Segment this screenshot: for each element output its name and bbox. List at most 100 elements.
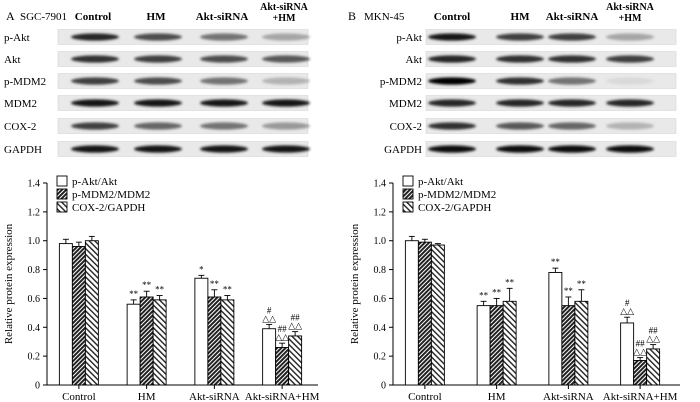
bar [620, 322, 635, 386]
significance-mark: ## [636, 339, 646, 349]
blot-band [496, 77, 544, 85]
blot-band [134, 122, 182, 130]
bar-chart-b: 0 0.2 0.4 0.6 0.8 1.0 1.2 1.4 Relative protein e… [349, 175, 680, 402]
blot-panel-b: B MKN-45 Control HM Akt-siRNAAkt-siRNA+HMp-A… [348, 2, 677, 157]
y-tick-label: 1.0 [374, 236, 387, 247]
blot-band [262, 122, 310, 130]
column-label: HM [147, 11, 167, 23]
significance-mark: △△ [633, 347, 647, 357]
significance-mark: ## [278, 324, 288, 334]
blot-row-label: p-MDM2 [380, 76, 422, 88]
blot-row-label: Akt [4, 54, 21, 66]
blot-band [200, 122, 248, 130]
blot-band [262, 145, 310, 153]
y-tick-label: 0 [381, 381, 386, 392]
column-label: +HM [273, 13, 296, 24]
blot-band [606, 55, 654, 63]
blot-band [262, 55, 310, 63]
column-label: Akt-siRNA [260, 2, 309, 13]
y-tick-label: 1.0 [28, 236, 41, 247]
blot-band [134, 55, 182, 63]
legend-swatch [402, 188, 414, 200]
bar [220, 299, 235, 386]
cell-line-label: MKN-45 [364, 11, 405, 23]
blot-band [496, 145, 544, 153]
blot-band [71, 55, 119, 63]
column-label: Akt-siRNA [196, 11, 249, 23]
y-tick-label: 1.2 [374, 207, 387, 218]
significance-mark: ** [210, 279, 220, 289]
legend-swatch [56, 175, 68, 187]
y-axis-label: Relative protein expression [349, 223, 361, 344]
bar [58, 243, 73, 386]
blot-band [71, 99, 119, 107]
y-axis-label: Relative protein expression [3, 223, 15, 344]
blot-band [200, 99, 248, 107]
legend-label: COX-2/GAPDH [72, 202, 145, 214]
y-tick-label: 0.6 [28, 294, 41, 305]
blot-band [496, 99, 544, 107]
bar [288, 335, 303, 386]
blot-band [548, 145, 596, 153]
significance-mark: ** [223, 285, 233, 295]
significance-mark: △△ [620, 306, 634, 316]
blot-band [606, 33, 654, 41]
blot-band [428, 122, 476, 130]
blot-band [134, 33, 182, 41]
blot-band [496, 122, 544, 130]
y-tick-label: 0 [35, 381, 40, 392]
blot-band [71, 145, 119, 153]
y-tick-label: 1.4 [374, 179, 387, 190]
blot-band [71, 122, 119, 130]
legend-swatch [402, 175, 414, 187]
y-tick-label: 0.8 [374, 265, 387, 276]
legend-label: p-Akt/Akt [418, 176, 463, 188]
blot-band [606, 145, 654, 153]
blot-row-label: COX-2 [4, 121, 36, 133]
blot-band [200, 145, 248, 153]
blot-band [262, 77, 310, 85]
bar [561, 305, 576, 386]
blot-band [262, 33, 310, 41]
bar [126, 303, 141, 386]
column-label: Akt-siRNA [606, 2, 655, 13]
blot-band [548, 77, 596, 85]
bar [404, 240, 419, 386]
bar [71, 246, 86, 386]
legend-label: COX-2/GAPDH [418, 202, 491, 214]
bar [152, 299, 167, 386]
western-blot-panels: A SGC-7901 Control HM Akt-siRNAAkt-siRNA+HMp… [4, 2, 677, 157]
blot-row-label: p-Akt [396, 32, 422, 44]
bar [502, 300, 517, 386]
blot-band [200, 33, 248, 41]
blot-band [200, 77, 248, 85]
blot-row-label: p-Akt [4, 32, 30, 44]
bar [633, 360, 648, 386]
legend-swatch [56, 201, 68, 213]
blot-band [428, 145, 476, 153]
bar [646, 348, 661, 386]
blot-panel-a: A SGC-7901 Control HM Akt-siRNAAkt-siRNA+HMp… [4, 2, 310, 157]
column-label: Akt-siRNA [546, 11, 599, 23]
y-tick-label: 0.2 [28, 352, 41, 363]
panel-letter: B [348, 9, 356, 23]
legend-label: p-MDM2/MDM2 [72, 189, 150, 201]
bar [262, 328, 277, 386]
blot-band [134, 145, 182, 153]
y-tick-label: 0.4 [374, 323, 387, 334]
significance-mark: # [625, 298, 630, 308]
blot-row-label: GAPDH [384, 144, 422, 156]
blot-row-label: COX-2 [390, 121, 422, 133]
blot-band [428, 77, 476, 85]
bar [275, 347, 290, 386]
panel-letter: A [6, 9, 15, 23]
bar [489, 305, 504, 386]
blot-band [606, 77, 654, 85]
y-tick-label: 0.6 [374, 294, 387, 305]
x-tick-label: HM [138, 391, 156, 402]
significance-mark: △△ [288, 321, 302, 331]
significance-mark: ** [479, 290, 489, 300]
column-label: Control [75, 11, 111, 23]
y-tick-label: 1.4 [28, 179, 41, 190]
